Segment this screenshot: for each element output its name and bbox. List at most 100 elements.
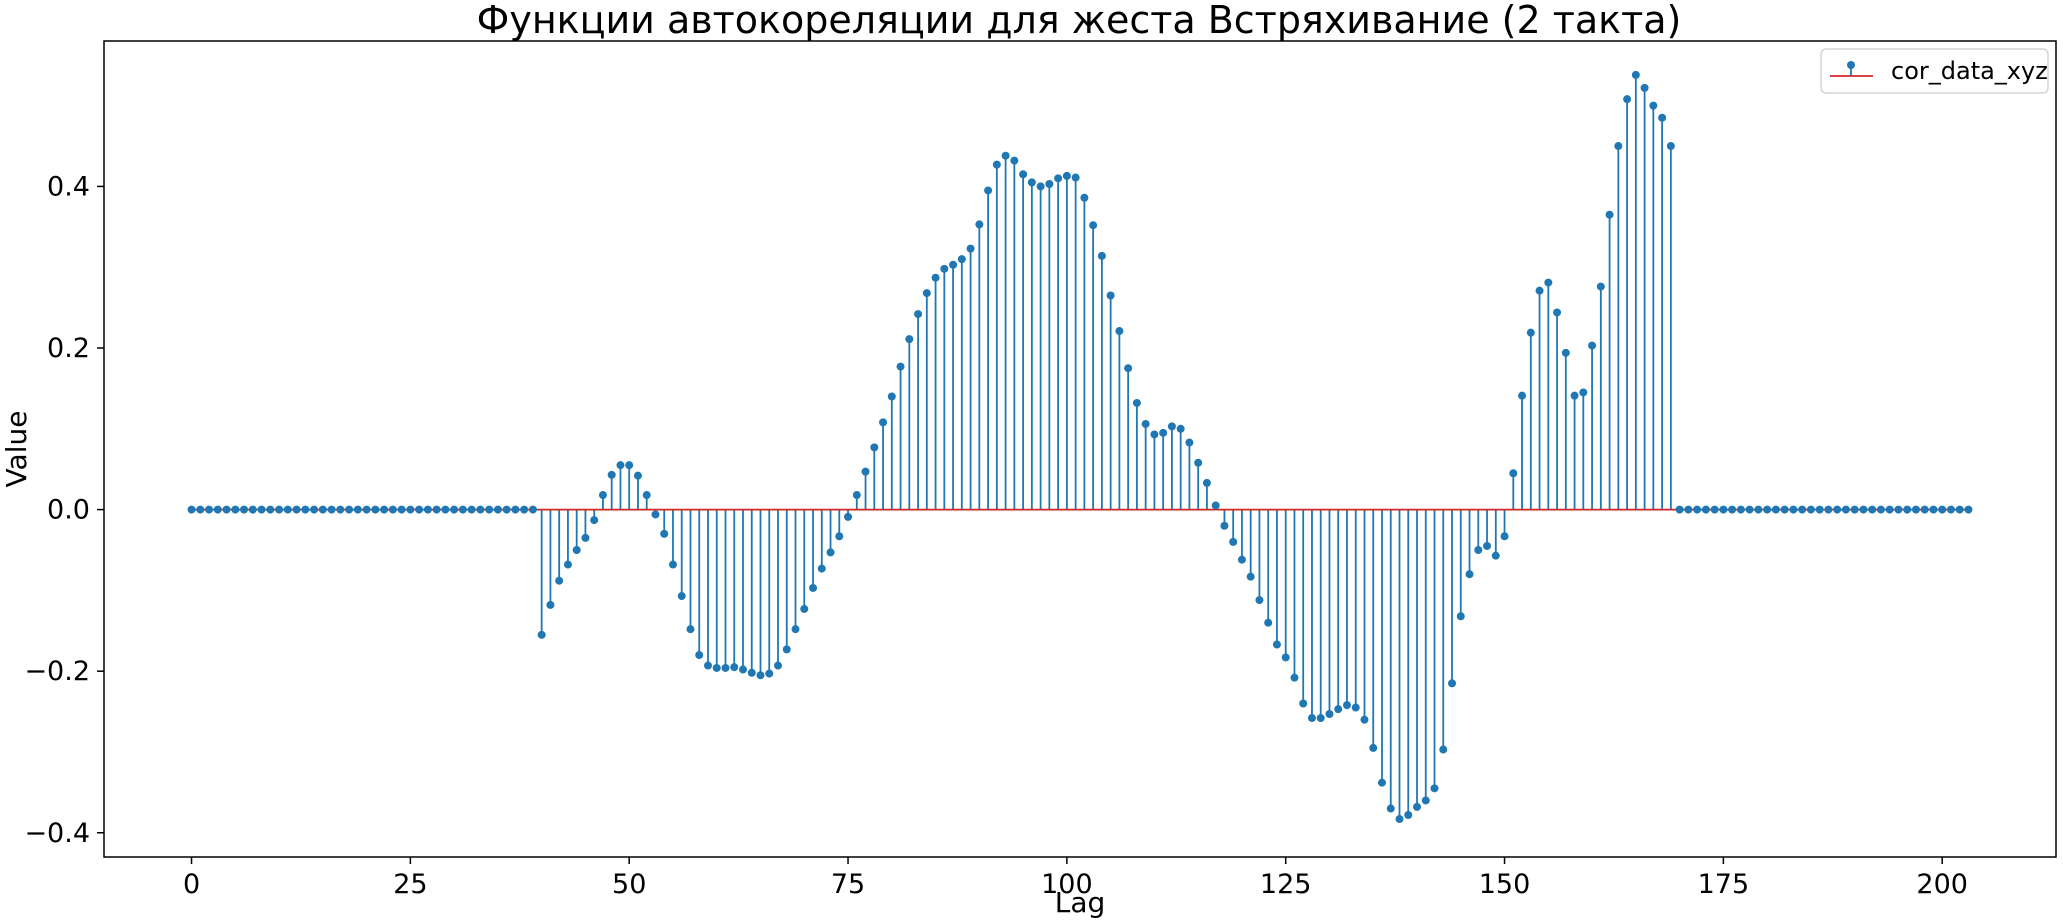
y-tick-label: −0.4 [24, 818, 90, 849]
stem-marker [879, 418, 888, 427]
stem-marker [371, 505, 380, 514]
stem-marker [1640, 83, 1649, 92]
x-tick-label: 100 [1041, 869, 1093, 900]
stem-marker [1938, 505, 1947, 514]
stem-marker [266, 505, 275, 514]
stem-marker [458, 505, 467, 514]
stem-marker [1596, 282, 1605, 291]
stem-marker [1167, 422, 1176, 431]
stem-marker [1911, 505, 1920, 514]
stem-marker [1535, 286, 1544, 295]
stem-marker [555, 576, 564, 585]
y-axis-label: Value [0, 411, 33, 488]
stem-marker [1754, 505, 1763, 514]
stem-marker [1798, 505, 1807, 514]
stem-marker [1526, 328, 1535, 337]
legend-label: cor_data_xyz [1891, 57, 2048, 85]
stem-marker [581, 533, 590, 542]
stem-marker [1614, 142, 1623, 151]
stem-marker [1264, 618, 1273, 627]
stem-marker [1106, 291, 1115, 300]
legend: cor_data_xyz [1820, 48, 2049, 94]
stem-marker [1824, 505, 1833, 514]
legend-marker [1847, 61, 1855, 69]
stem-marker [1342, 701, 1351, 710]
stem-marker [231, 505, 240, 514]
stem-marker [1518, 391, 1527, 400]
stem-marker [1570, 391, 1579, 400]
stem-marker [1062, 171, 1071, 180]
stem-marker [738, 665, 747, 674]
stem-marker [721, 663, 730, 672]
stem-marker [765, 669, 774, 678]
stem-marker [1859, 505, 1868, 514]
stem-marker [957, 255, 966, 264]
stem-marker [187, 505, 196, 514]
stem-marker [1001, 151, 1010, 160]
stem-marker [1780, 505, 1789, 514]
stem-marker [467, 505, 476, 514]
stem-marker [1588, 341, 1597, 350]
stem-marker [598, 491, 607, 500]
stem-marker [844, 512, 853, 521]
stem-marker [528, 505, 537, 514]
stem-marker [1500, 532, 1509, 541]
stem-marker [1036, 182, 1045, 191]
stem-marker [1246, 572, 1255, 581]
stem-marker [257, 505, 266, 514]
stem-marker [1605, 210, 1614, 219]
stem-marker [1710, 505, 1719, 514]
stem-marker [1903, 505, 1912, 514]
stem-marker [441, 505, 450, 514]
stem-marker [450, 505, 459, 514]
stem-marker [870, 443, 879, 452]
chart-marks [187, 70, 1973, 824]
stem-marker [1395, 815, 1404, 824]
stem-marker [415, 505, 424, 514]
stem-marker [660, 529, 669, 538]
stem-marker [380, 505, 389, 514]
stem-marker [782, 645, 791, 654]
stem-marker [362, 505, 371, 514]
stem-marker [1771, 505, 1780, 514]
stem-marker [616, 461, 625, 470]
stem-marker [1701, 505, 1710, 514]
stem-marker [922, 289, 931, 298]
y-tick-label: −0.2 [24, 656, 90, 687]
stem-marker [1220, 521, 1229, 530]
stem-marker [809, 583, 818, 592]
stem-marker [791, 625, 800, 634]
stem-marker [388, 505, 397, 514]
stem-marker [1868, 505, 1877, 514]
stem-marker [1623, 95, 1632, 104]
y-tick-label: 0.2 [47, 333, 90, 364]
stem-marker [1955, 505, 1964, 514]
chart-title: Функции автокореляции для жеста Встряхив… [477, 0, 1682, 42]
stem-marker [1894, 505, 1903, 514]
stem-marker [966, 244, 975, 253]
stem-marker [1448, 679, 1457, 688]
stem-marker [1745, 505, 1754, 514]
stem-marker [222, 505, 231, 514]
stem-marker [520, 505, 529, 514]
stem-marker [1815, 505, 1824, 514]
stem-marker [1115, 327, 1124, 336]
stem-marker [1579, 388, 1588, 397]
stem-marker [642, 491, 651, 500]
x-tick-label: 175 [1698, 869, 1750, 900]
stem-marker [1351, 703, 1360, 712]
stem-marker [1491, 551, 1500, 560]
stem-marker [1465, 570, 1474, 579]
stem-marker [1693, 505, 1702, 514]
stem-marker [1728, 505, 1737, 514]
stem-marker [1763, 505, 1772, 514]
stem-marker [1325, 709, 1334, 718]
stem-marker [432, 505, 441, 514]
stem-marker [1176, 424, 1185, 433]
stem-marker [975, 220, 984, 229]
stem-marker [1027, 178, 1036, 187]
stem-marker [1920, 505, 1929, 514]
stem-marker [1736, 505, 1745, 514]
x-tick-label: 25 [393, 869, 427, 900]
stem-marker [1553, 308, 1562, 317]
